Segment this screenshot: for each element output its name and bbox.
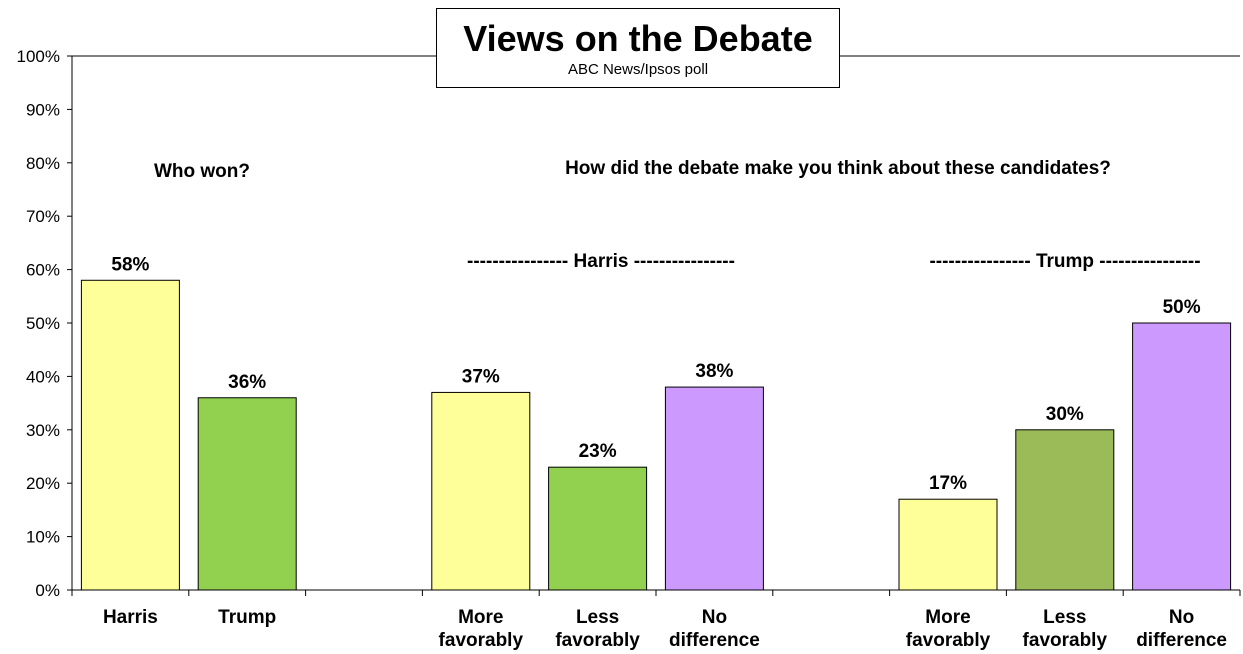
x-category-label: More favorably	[906, 607, 991, 651]
data-label: 50%	[1163, 297, 1201, 318]
data-label: 36%	[228, 372, 266, 393]
y-tick-label: 30%	[26, 421, 60, 440]
y-tick-label: 80%	[26, 154, 60, 173]
x-category-label: Less favorably	[555, 607, 640, 651]
x-category-label: Harris	[103, 607, 158, 628]
chart-title: Views on the Debate	[463, 18, 813, 59]
x-category-label: Less favorably	[1023, 607, 1108, 651]
bar	[1132, 322, 1232, 591]
y-tick-label: 0%	[35, 581, 60, 600]
data-label: 37%	[462, 366, 500, 387]
y-tick-label: 20%	[26, 474, 60, 493]
bar	[898, 498, 998, 591]
data-label: 23%	[579, 441, 617, 462]
y-tick-label: 40%	[26, 367, 60, 386]
y-tick-label: 60%	[26, 261, 60, 280]
bar	[197, 397, 297, 591]
data-label: 17%	[929, 473, 967, 494]
chart-subtitle: ABC News/Ipsos poll	[567, 61, 709, 78]
title-box: Views on the Debate ABC News/Ipsos poll	[436, 8, 840, 88]
trump-group-header: ---------------- Trump ----------------	[929, 251, 1200, 272]
harris-group-header: ---------------- Harris ----------------	[467, 251, 735, 272]
y-tick-label: 10%	[26, 528, 60, 547]
bars	[80, 279, 1232, 591]
bar	[548, 466, 648, 591]
y-tick-label: 50%	[26, 314, 60, 333]
x-category-label: No difference	[1136, 607, 1227, 651]
labels: 58% Harris 36% Trump 37% More favorably 23% Less…	[103, 254, 1227, 651]
bar	[664, 386, 764, 591]
who-won-annotation: Who won?	[154, 161, 250, 182]
data-label: 58%	[111, 254, 149, 275]
question-annotation: How did the debate make you think about …	[565, 158, 1111, 179]
data-label: 38%	[695, 361, 733, 382]
y-tick-label: 100%	[17, 47, 60, 66]
x-category-label: No difference	[669, 607, 760, 651]
y-tick-label: 70%	[26, 207, 60, 226]
x-category-label: Trump	[218, 607, 276, 628]
y-tick-label: 90%	[26, 100, 60, 119]
x-category-label: More favorably	[439, 607, 524, 651]
bar	[80, 279, 180, 591]
y-axis: 0% 10% 20% 30% 40% 50% 60% 70% 80% 90% 100%	[17, 47, 1241, 600]
bar	[431, 391, 531, 591]
data-label: 30%	[1046, 404, 1084, 425]
bar	[1015, 429, 1115, 591]
